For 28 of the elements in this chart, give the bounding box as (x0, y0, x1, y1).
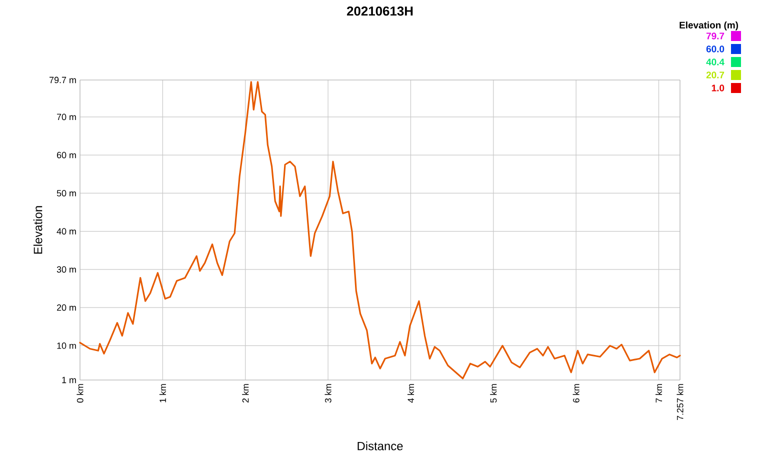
y-tick-label: 40 m (56, 228, 76, 235)
x-tick-label: 7 km (656, 384, 662, 402)
y-tick-label: 60 m (57, 152, 76, 158)
color-bar-label: 79.7 (706, 32, 724, 40)
color-bar-label: 20.7 (706, 72, 724, 78)
color-bar-label: 60.0 (706, 46, 724, 52)
y-tick-label: 79.7 m (50, 76, 76, 84)
x-axis-title: Distance (358, 442, 403, 450)
y-tick-label: 1 m (62, 376, 76, 384)
color-bar-label: 1.0 (712, 84, 724, 92)
y-tick-label: 20 m (57, 304, 76, 311)
x-tick-label: 2 km (242, 384, 249, 402)
y-axis-title: Elevation (33, 206, 42, 254)
y-tick-label: 30 m (56, 266, 76, 273)
x-tick-label: 6 km (572, 384, 580, 402)
color-bar-label: 40.4 (706, 58, 724, 66)
y-tick-label: 70 m (57, 114, 76, 120)
x-tick-label: 7.257 km (676, 384, 684, 420)
chart-title: 20210613H (346, 6, 413, 16)
x-tick-label: 3 km (324, 384, 332, 403)
x-tick-label: 0 km (76, 384, 84, 403)
line-series (79, 81, 681, 380)
color-bar-title: Elevation (m) (680, 22, 738, 30)
x-tick-label: 4 km (407, 384, 414, 403)
y-tick-label: 10 m (57, 342, 76, 349)
y-tick-label: 50 m (56, 190, 76, 196)
x-tick-label: 1 km (159, 384, 166, 402)
x-tick-label: 5 km (490, 384, 497, 403)
